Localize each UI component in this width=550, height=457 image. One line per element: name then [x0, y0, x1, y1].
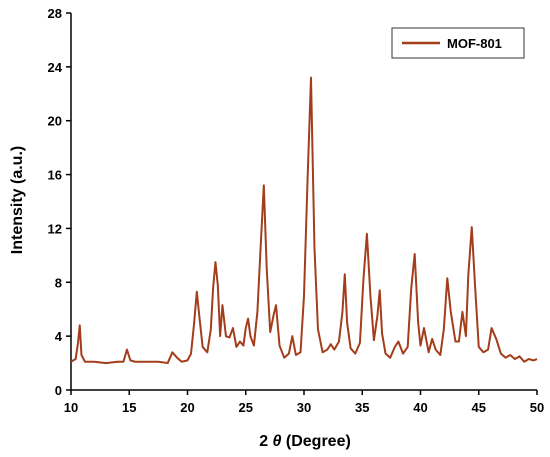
- y-tick-label: 12: [48, 221, 62, 236]
- x-tick-label: 20: [180, 400, 194, 415]
- legend-label: MOF-801: [447, 36, 502, 51]
- axes: [70, 13, 537, 391]
- y-axis-title: Intensity (a.u.): [9, 146, 26, 254]
- x-tick-label: 40: [413, 400, 427, 415]
- x-tick-label: 15: [122, 400, 136, 415]
- y-tick-label: 24: [48, 60, 63, 75]
- y-tick-label: 20: [48, 114, 62, 129]
- x-ticks: 10 15 20 25 30 35 40 45 50: [64, 390, 544, 415]
- y-tick-label: 4: [55, 329, 63, 344]
- x-tick-label: 35: [355, 400, 369, 415]
- y-tick-label: 8: [55, 275, 62, 290]
- legend: MOF-801: [391, 27, 525, 59]
- x-tick-label: 30: [297, 400, 311, 415]
- x-tick-label: 25: [239, 400, 253, 415]
- x-tick-label: 50: [530, 400, 544, 415]
- y-tick-label: 28: [48, 6, 62, 21]
- y-tick-label: 0: [55, 383, 62, 398]
- x-tick-label: 45: [472, 400, 486, 415]
- x-tick-label: 10: [64, 400, 78, 415]
- series-line-mof-801: [70, 76, 538, 365]
- x-axis-title: 2 θ (Degree): [259, 433, 351, 450]
- y-ticks: 0 4 8 12 16 20 24 28: [48, 6, 71, 398]
- y-tick-label: 16: [48, 168, 62, 183]
